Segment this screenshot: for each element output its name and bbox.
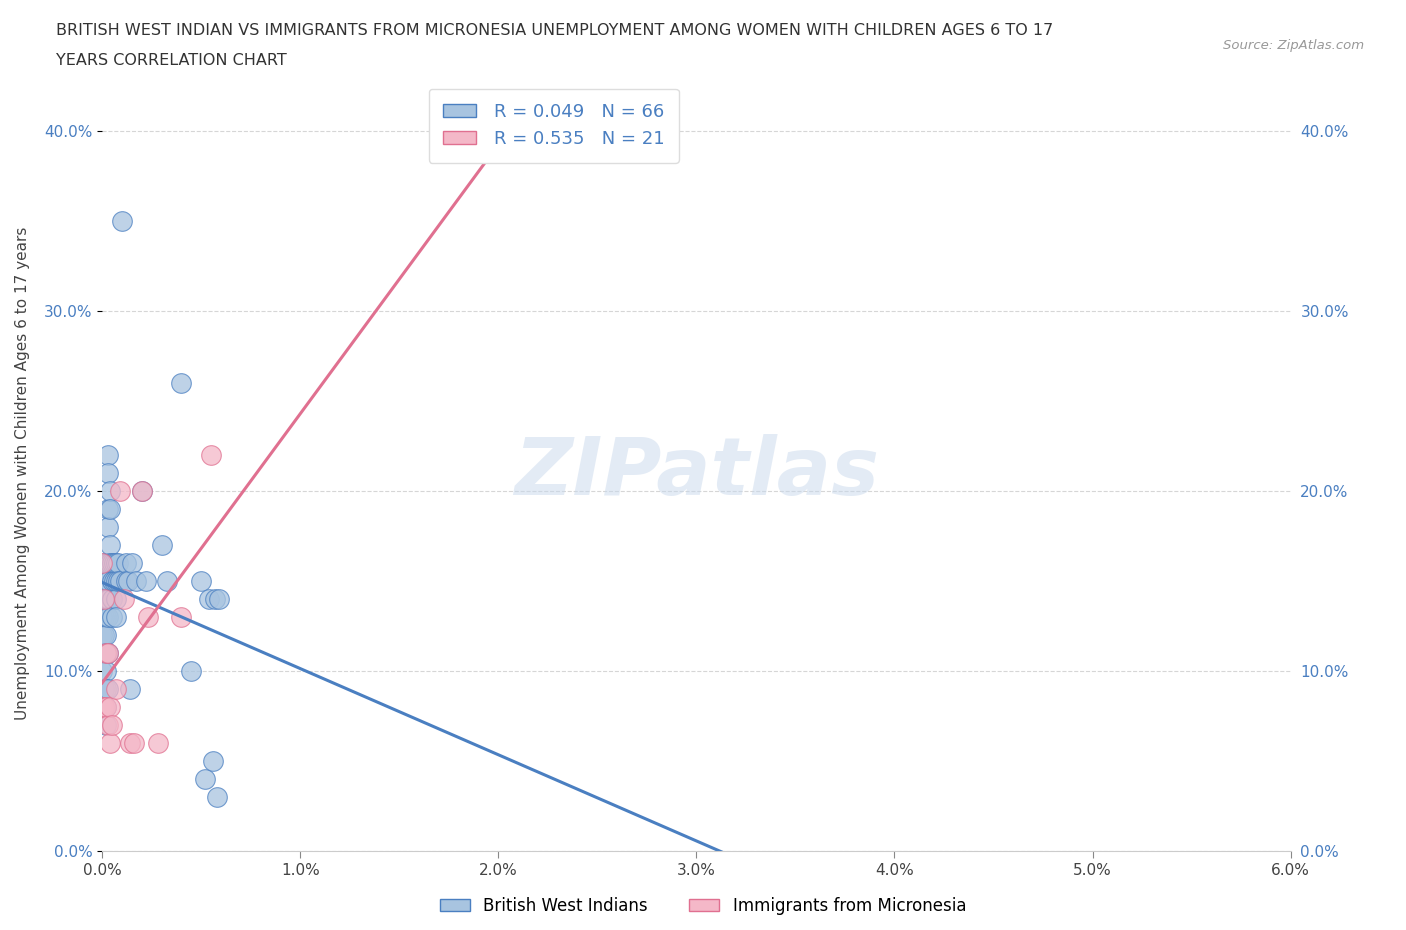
Point [91, 663, 114, 678]
Point [103, 555, 125, 570]
Text: YEARS CORRELATION CHART: YEARS CORRELATION CHART [56, 53, 287, 68]
Point [94, 663, 117, 678]
Text: Source: ZipAtlas.com: Source: ZipAtlas.com [1223, 39, 1364, 52]
Text: BRITISH WEST INDIAN VS IMMIGRANTS FROM MICRONESIA UNEMPLOYMENT AMONG WOMEN WITH : BRITISH WEST INDIAN VS IMMIGRANTS FROM M… [56, 23, 1053, 38]
Point [98, 555, 121, 570]
Point [194, 772, 217, 787]
Point [101, 574, 124, 589]
Point [204, 591, 226, 606]
Point [108, 574, 131, 589]
Point [190, 574, 212, 589]
Point [115, 555, 138, 570]
Legend: R = 0.049   N = 66, R = 0.535   N = 21: R = 0.049 N = 66, R = 0.535 N = 21 [429, 88, 679, 163]
Point [91, 555, 114, 570]
Point [94, 609, 117, 624]
Point [122, 736, 145, 751]
Point [101, 718, 124, 733]
Point [93, 628, 115, 643]
Point [93, 555, 115, 570]
Point [91, 699, 114, 714]
Point [93, 574, 115, 589]
Point [98, 538, 121, 552]
Point [104, 682, 127, 697]
Point [104, 609, 127, 624]
Point [94, 574, 117, 589]
Legend: British West Indians, Immigrants from Micronesia: British West Indians, Immigrants from Mi… [433, 890, 973, 922]
Point [170, 609, 193, 624]
Point [202, 753, 225, 768]
Point [103, 574, 125, 589]
Point [93, 699, 115, 714]
Point [98, 699, 121, 714]
Point [94, 628, 117, 643]
Point [97, 501, 120, 516]
Point [200, 447, 222, 462]
Point [104, 591, 127, 606]
Point [156, 574, 179, 589]
Point [94, 718, 117, 733]
Point [97, 591, 120, 606]
Point [97, 574, 120, 589]
Point [94, 645, 117, 660]
Point [131, 484, 153, 498]
Point [93, 682, 115, 697]
Point [117, 574, 139, 589]
Point [97, 682, 120, 697]
Point [135, 574, 157, 589]
Point [198, 591, 221, 606]
Point [94, 591, 117, 606]
Point [107, 555, 129, 570]
Point [94, 555, 117, 570]
Point [136, 609, 159, 624]
Point [104, 574, 127, 589]
Point [97, 520, 120, 535]
Point [97, 645, 120, 660]
Point [94, 645, 117, 660]
Point [97, 555, 120, 570]
Point [104, 555, 127, 570]
Point [97, 645, 120, 660]
Point [125, 574, 148, 589]
Point [111, 213, 134, 228]
Point [205, 790, 228, 804]
Point [97, 465, 120, 480]
Point [98, 736, 121, 751]
Point [93, 591, 115, 606]
Text: ZIPatlas: ZIPatlas [513, 433, 879, 512]
Point [93, 591, 115, 606]
Point [118, 682, 141, 697]
Point [180, 663, 202, 678]
Point [150, 538, 173, 552]
Point [107, 574, 129, 589]
Point [94, 682, 117, 697]
Point [101, 555, 124, 570]
Point [91, 609, 114, 624]
Point [131, 484, 153, 498]
Point [112, 591, 135, 606]
Point [101, 591, 124, 606]
Point [118, 736, 141, 751]
Point [91, 628, 114, 643]
Point [97, 718, 120, 733]
Point [170, 376, 193, 391]
Point [208, 591, 231, 606]
Point [94, 699, 117, 714]
Point [121, 555, 143, 570]
Point [97, 609, 120, 624]
Point [98, 501, 121, 516]
Point [115, 574, 138, 589]
Point [146, 736, 169, 751]
Point [94, 699, 117, 714]
Point [98, 484, 121, 498]
Point [93, 609, 115, 624]
Point [108, 484, 131, 498]
Point [101, 609, 124, 624]
Y-axis label: Unemployment Among Women with Children Ages 6 to 17 years: Unemployment Among Women with Children A… [15, 226, 30, 720]
Point [97, 447, 120, 462]
